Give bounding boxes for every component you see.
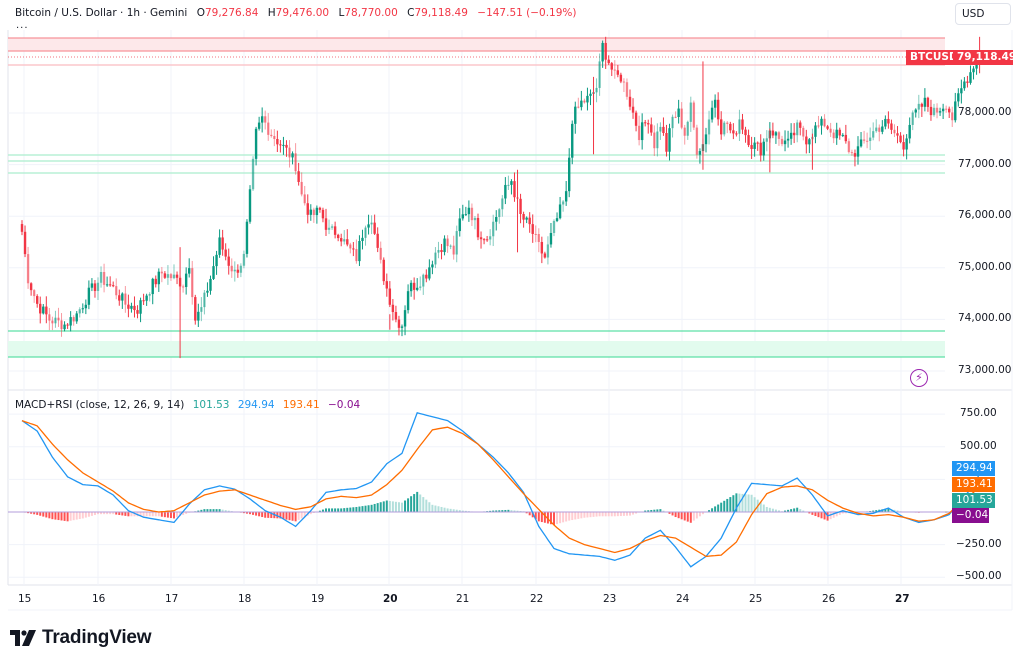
time-axis-label: 22 [530,593,544,605]
macd-legend: MACD+RSI (close, 12, 26, 9, 14) 101.53 2… [15,399,365,411]
high-label: H [267,7,276,19]
time-axis-label: 20 [383,593,398,605]
price-axis-label: 74,000.00 [958,312,1012,325]
symbol-legend: Bitcoin / U.S. Dollar · 1h · Gemini O79,… [15,7,577,19]
time-axis-label: 16 [92,593,106,605]
time-axis-label: 25 [749,593,763,605]
time-axis-label: 15 [18,593,32,605]
change-value: −147.51 (−0.19%) [477,7,577,19]
macd-histogram [21,491,981,525]
open-value: 79,276.84 [204,7,259,19]
price-axis-label: 73,000.00 [958,364,1012,376]
time-axis-label: 17 [165,593,179,605]
tradingview-logo[interactable]: TradingView [10,627,152,649]
low-value: 78,770.00 [344,7,398,19]
lightning-icon[interactable]: ⚡ [910,369,928,387]
macd-tag: 101.53 [952,493,995,508]
tradingview-logo-icon [10,630,36,646]
macd-title[interactable]: MACD+RSI (close, 12, 26, 9, 14) [15,399,185,411]
last-price-tag: 79,118.49 [953,50,1016,65]
macd-tag: −0.04 [952,508,989,523]
signal-line [21,419,981,558]
candles [20,36,981,359]
low-label: L [338,7,345,19]
time-axis-label: 27 [895,593,910,605]
price-axis-label: 78,000.00 [958,106,1012,118]
price-axis-label: 77,000.00 [958,157,1012,170]
time-axis-label: 23 [603,593,617,605]
histogram-value: 101.53 [192,399,230,411]
close-value: 79,118.49 [414,7,468,19]
close-label: C [407,7,415,19]
macd-axis-label: 500.00 [960,439,997,452]
rsi-value: −0.04 [328,399,361,411]
price-axis-label: 76,000.00 [958,209,1012,222]
macd-axis-label: −500.00 [956,570,1002,583]
macd-tag: 294.94 [952,461,995,476]
time-axis-label: 19 [311,593,325,605]
macd-value: 294.94 [237,399,275,411]
price-axis-label: 75,000.00 [958,260,1012,273]
high-value: 79,476.00 [275,7,330,19]
symbol-description[interactable]: Bitcoin / U.S. Dollar · 1h · Gemini [15,7,188,19]
macd-tag: 193.41 [952,477,995,492]
currency-button[interactable]: USD [955,3,1011,25]
time-axis-label: 26 [822,593,836,605]
macd-line [21,412,981,568]
more-options-button[interactable]: ... [16,20,29,31]
open-label: O [196,7,205,19]
time-axis-label: 21 [456,593,470,605]
macd-axis-label: 750.00 [960,407,997,420]
signal-value: 193.41 [282,399,320,411]
time-axis-label: 24 [676,593,690,605]
macd-axis-label: −250.00 [956,537,1002,550]
brand-name: TradingView [42,627,152,648]
symbol-tag: BTCUSD [906,50,962,65]
time-axis-label: 18 [238,593,252,605]
